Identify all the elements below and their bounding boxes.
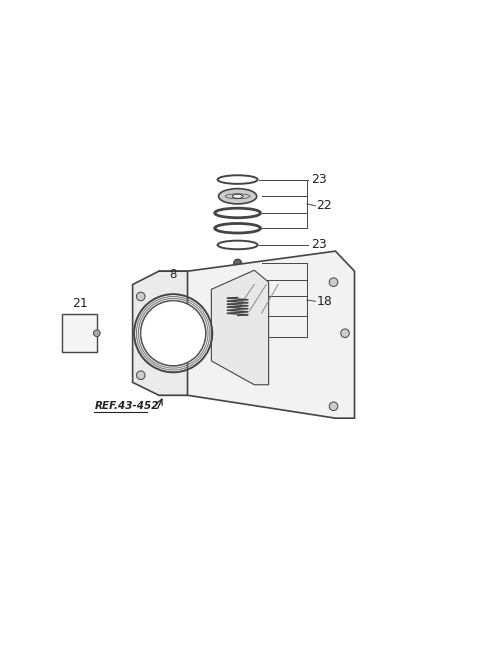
Text: 23: 23 — [311, 238, 326, 252]
Circle shape — [329, 402, 338, 411]
Text: 8: 8 — [169, 268, 177, 281]
Text: REF.43-452: REF.43-452 — [95, 402, 159, 411]
Ellipse shape — [233, 278, 242, 282]
Polygon shape — [211, 271, 269, 384]
Text: 22: 22 — [316, 199, 332, 212]
Text: 23: 23 — [311, 173, 326, 186]
Circle shape — [94, 330, 100, 337]
Circle shape — [341, 329, 349, 337]
Circle shape — [234, 259, 241, 267]
Ellipse shape — [219, 272, 256, 288]
Text: 21: 21 — [72, 297, 87, 310]
Circle shape — [329, 278, 338, 286]
Polygon shape — [159, 251, 355, 418]
FancyBboxPatch shape — [233, 328, 242, 338]
Polygon shape — [132, 271, 188, 395]
Circle shape — [136, 371, 145, 379]
Circle shape — [234, 333, 241, 341]
Ellipse shape — [232, 194, 243, 198]
FancyBboxPatch shape — [62, 314, 97, 352]
Circle shape — [136, 292, 145, 301]
Ellipse shape — [218, 189, 257, 204]
Text: 18: 18 — [316, 295, 332, 308]
Circle shape — [141, 301, 205, 365]
